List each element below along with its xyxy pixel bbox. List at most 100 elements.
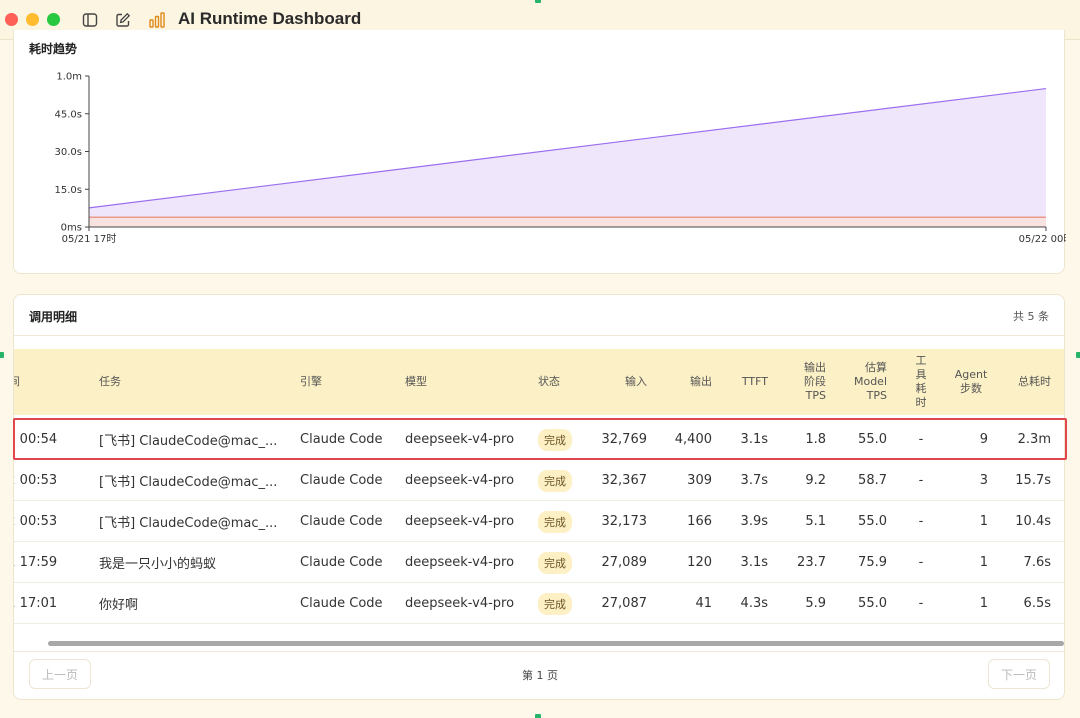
cell-output-tps: 5.1 (805, 514, 826, 529)
status-badge: 完成 (538, 551, 572, 574)
cell-agent-steps: 1 (979, 596, 988, 611)
cell-task: 我是一只小小的蚂蚁 (99, 557, 217, 572)
column-header-total[interactable]: 总耗时 (1018, 375, 1051, 388)
cell-ttft: 3.7s (740, 473, 768, 488)
sidebar-toggle-icon[interactable] (81, 11, 99, 29)
table-row[interactable]: 21 17:59 我是一只小小的蚂蚁 Claude Code deepseek-v4-… (14, 542, 1064, 583)
cell-output: 120 (687, 555, 712, 570)
column-header-time[interactable]: 时间 (14, 349, 58, 415)
cell-status: 完成 (538, 583, 588, 624)
bar-chart-icon (148, 11, 166, 29)
cell-ttft: 3.1s (740, 432, 768, 447)
cell-agent-steps: 1 (979, 555, 988, 570)
column-header-output-tps[interactable]: 输出 阶段 TPS (804, 361, 826, 402)
cell-total: 10.4s (1015, 514, 1051, 529)
cell-output: 309 (687, 473, 712, 488)
chart-title: 耗时趋势 (29, 42, 78, 56)
cell-model-tps: 75.9 (858, 555, 887, 570)
cell-tool-time: - (918, 596, 924, 611)
cell-output: 41 (695, 596, 712, 611)
resize-handle-right[interactable] (1076, 352, 1080, 358)
table-row[interactable]: 21 17:01 你好啊 Claude Code deepseek-v4-pro 完成 2… (14, 583, 1064, 624)
column-header-model-tps[interactable]: 估算 Model TPS (853, 361, 887, 402)
status-badge: 完成 (538, 592, 572, 615)
cell-model-tps: 55.0 (858, 514, 887, 529)
cell-status: 完成 (538, 501, 588, 542)
column-header-output[interactable]: 输出 (690, 375, 712, 388)
x-tick-label: 05/21 17时 (62, 233, 117, 245)
cell-output-tps: 23.7 (797, 555, 826, 570)
cell-model: deepseek-v4-pro (405, 596, 515, 611)
column-header-model[interactable]: 模型 (405, 375, 427, 388)
cell-engine: Claude Code (300, 473, 383, 488)
record-count: 共 5 条 (1013, 310, 1049, 323)
next-page-button[interactable]: 下一页 (988, 659, 1050, 689)
y-tick-label: 30.0s (55, 147, 82, 158)
cell-tool-time: - (918, 514, 924, 529)
zoom-window-button[interactable] (47, 13, 60, 26)
resize-handle-bottom[interactable] (535, 714, 541, 718)
cell-total: 6.5s (1023, 596, 1051, 611)
cell-total: 7.6s (1023, 555, 1051, 570)
table-row[interactable]: 22 00:54 [飞书] ClaudeCode@mac_... Claude Co… (14, 419, 1064, 460)
cell-output-tps: 1.8 (805, 432, 826, 447)
cell-task: [飞书] ClaudeCode@mac_... (99, 516, 278, 531)
table-title: 调用明细 (29, 310, 78, 324)
duration-trend-chart: 0ms 15.0s 30.0s 45.0s 1.0m 05/21 17时 05/22 00时 (55, 72, 1066, 246)
status-badge: 完成 (538, 469, 572, 492)
cell-status: 完成 (538, 460, 588, 501)
cell-total: 15.7s (1015, 473, 1051, 488)
cell-output-tps: 9.2 (805, 473, 826, 488)
cell-time: 22 00:53 (14, 473, 58, 488)
column-header-tool-time[interactable]: 工具耗时 (915, 354, 927, 409)
resize-handle-top[interactable] (535, 0, 541, 3)
cell-output: 166 (687, 514, 712, 529)
cell-output: 4,400 (674, 432, 712, 447)
table-row[interactable]: 22 00:53 [飞书] ClaudeCode@mac_... Claude Co… (14, 460, 1064, 501)
cell-model-tps: 55.0 (858, 432, 887, 447)
column-header-agent-steps[interactable]: Agent 步数 (954, 368, 988, 395)
column-header-engine[interactable]: 引擎 (300, 375, 322, 388)
column-header-ttft[interactable]: TTFT (741, 375, 768, 388)
cell-task: [飞书] ClaudeCode@mac_... (99, 475, 278, 490)
cell-model: deepseek-v4-pro (405, 555, 515, 570)
close-window-button[interactable] (5, 13, 18, 26)
prev-page-button[interactable]: 上一页 (29, 659, 91, 689)
cell-total: 2.3m (1017, 432, 1051, 447)
cell-model-tps: 55.0 (858, 596, 887, 611)
series-line-0 (88, 87, 1047, 209)
column-header-task[interactable]: 任务 (99, 375, 121, 388)
window-controls (5, 13, 60, 26)
cell-status: 完成 (538, 542, 588, 583)
cell-task: [飞书] ClaudeCode@mac_... (99, 434, 278, 449)
status-badge: 完成 (538, 510, 572, 533)
series-area-1 (89, 217, 1046, 227)
compose-icon[interactable] (114, 11, 132, 29)
app-title: AI Runtime Dashboard (178, 9, 362, 28)
minimize-window-button[interactable] (26, 13, 39, 26)
duration-trend-card: 耗时趋势 0ms 15.0s 30.0s 45.0s 1.0m 05/21 17时 05/2… (13, 30, 1066, 274)
cell-input: 32,769 (601, 432, 648, 447)
cell-time: 22 00:53 (14, 514, 58, 529)
cell-ttft: 3.1s (740, 555, 768, 570)
horizontal-scrollbar[interactable] (48, 641, 1064, 646)
cell-ttft: 4.3s (740, 596, 768, 611)
cell-agent-steps: 1 (979, 514, 988, 529)
cell-tool-time: - (918, 432, 924, 447)
cell-engine: Claude Code (300, 555, 383, 570)
cell-input: 32,367 (601, 473, 648, 488)
column-header-status[interactable]: 状态 (538, 375, 560, 388)
call-detail-card: 调用明细 共 5 条 时间 任务 引擎 模型 状态 输入 输出 TTFT 输出阶… (13, 294, 1065, 700)
column-header-input[interactable]: 输入 (625, 375, 647, 388)
y-tick-label: 45.0s (55, 109, 82, 120)
cell-agent-steps: 9 (979, 432, 988, 447)
resize-handle-left[interactable] (0, 352, 4, 358)
series-area-0 (89, 88, 1046, 227)
cell-output-tps: 5.9 (805, 596, 826, 611)
table-row[interactable]: 22 00:53 [飞书] ClaudeCode@mac_... Claude Co… (14, 501, 1064, 542)
cell-engine: Claude Code (300, 596, 383, 611)
cell-model: deepseek-v4-pro (405, 514, 515, 529)
page-indicator: 第 1 页 (522, 669, 558, 682)
y-tick-label: 1.0m (56, 72, 82, 83)
cell-engine: Claude Code (300, 514, 383, 529)
